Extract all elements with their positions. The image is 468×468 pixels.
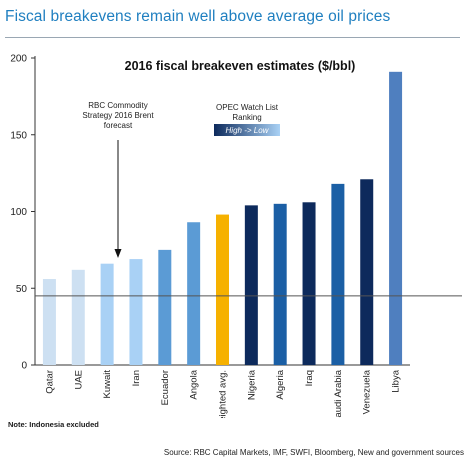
bar-kuwait (100, 263, 114, 365)
bar-ecuador (158, 249, 172, 365)
x-tick-label: UAE (73, 370, 84, 390)
y-tick-label: 0 (21, 361, 27, 372)
bar-iraq (302, 202, 316, 365)
chart-title: 2016 fiscal breakeven estimates ($/bbl) (125, 59, 356, 73)
x-tick-label: Venezuela (362, 369, 373, 414)
x-axis-labels: Qatar UAE Kuwait Iran Ecuador Angola Weighted … (44, 369, 401, 418)
bar-uae (71, 269, 85, 365)
bar-iran (129, 259, 143, 365)
y-tick-label: 100 (10, 207, 27, 218)
opec-ranking-title: OPEC Watch List Ranking (216, 103, 279, 122)
x-tick-label: Saudi Arabia (333, 369, 344, 418)
bar-saudi-arabia (331, 183, 345, 365)
bar-qatar (42, 279, 56, 365)
fiscal-breakeven-chart: 2016 fiscal breakeven estimates ($/bbl) … (10, 54, 462, 418)
source-citation: Source: RBC Capital Markets, IMF, SWFI, … (163, 448, 464, 457)
page-headline: Fiscal breakevens remain well above aver… (5, 8, 391, 25)
bar-algeria (273, 203, 287, 365)
chart-note: Note: Indonesia excluded (8, 420, 99, 429)
bars (42, 71, 403, 365)
x-tick-label: Kuwait (102, 370, 113, 399)
bar-venezuela (360, 179, 374, 365)
y-tick-label: 200 (10, 54, 27, 65)
headline-divider (5, 37, 460, 38)
forecast-annotation-text: RBC Commodity Strategy 2016 Brent forecast (82, 101, 154, 130)
opec-ranking-gradient (214, 124, 280, 136)
x-tick-label: Ecuador (160, 370, 171, 405)
y-tick-label: 50 (16, 284, 28, 295)
x-tick-label: Libya (391, 369, 402, 392)
bar-libya (389, 71, 403, 365)
y-tick-label: 150 (10, 130, 27, 141)
bar-angola (187, 222, 201, 365)
x-tick-label: Algeria (275, 369, 286, 399)
x-tick-label: Nigeria (246, 369, 257, 400)
bar-nigeria (244, 205, 258, 365)
y-axis: 0 50 100 150 200 (10, 54, 410, 372)
x-tick-label: Angola (189, 369, 200, 399)
opec-ranking-gradient-label: High -> Low (226, 126, 270, 135)
x-tick-label: Iraq (304, 370, 315, 386)
forecast-annotation: RBC Commodity Strategy 2016 Brent forecast (82, 101, 154, 258)
x-tick-label: Weighted avg. (218, 370, 229, 418)
opec-ranking-legend: OPEC Watch List Ranking High -> Low (214, 103, 280, 136)
forecast-arrowhead (114, 249, 122, 258)
bar-weighted-avg (216, 214, 229, 365)
x-tick-label: Qatar (44, 370, 55, 394)
x-tick-label: Iran (131, 370, 142, 386)
